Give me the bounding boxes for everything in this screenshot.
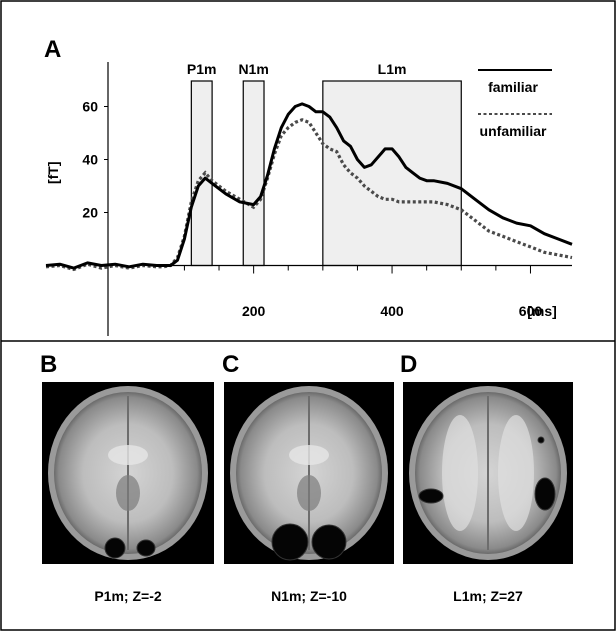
activation-blob [418, 488, 444, 504]
series-line-familiar [45, 102, 573, 270]
window-label-p1m: P1m [187, 61, 217, 77]
panel-letter-b: B [40, 351, 57, 378]
panel-letter-d: D [400, 351, 417, 378]
y-tick-label: 20 [82, 205, 98, 221]
hemisphere-right [498, 415, 534, 531]
window-p1m [190, 80, 213, 267]
window-label-l1m: L1m [378, 61, 407, 77]
x-axis-label: [ms] [527, 303, 557, 319]
y-axis-label: [fT] [45, 161, 61, 184]
panel-letter-a: A [44, 36, 61, 63]
caption-d: L1m; Z=27 [453, 588, 523, 604]
activation-blob [271, 523, 309, 561]
activation-blob [537, 436, 545, 444]
x-tick-label: 600 [519, 303, 543, 319]
brainstem [116, 475, 140, 511]
y-tick-label: 60 [82, 99, 98, 115]
x-tick-label: 200 [242, 303, 266, 319]
activation-blob [136, 539, 156, 557]
window-l1m [322, 80, 462, 267]
panel-letter-c: C [222, 351, 239, 378]
window-n1m [242, 80, 265, 267]
x-tick-label: 400 [380, 303, 404, 319]
caption-c: N1m; Z=-10 [271, 588, 347, 604]
ventricle [289, 445, 329, 465]
window-label-n1m: N1m [238, 61, 268, 77]
hemisphere-left [442, 415, 478, 531]
caption-b: P1m; Z=-2 [94, 588, 162, 604]
brainstem [297, 475, 321, 511]
legend-label-unfamiliar: unfamiliar [480, 123, 547, 139]
activation-blob [104, 537, 126, 559]
ventricle [108, 445, 148, 465]
activation-blob [311, 524, 347, 560]
y-tick-label: 40 [82, 152, 98, 168]
brain-panels: B P1m; Z=-2 C N1m; Z=-10 D L1m; Z=27 [40, 351, 573, 604]
activation-blob [534, 477, 556, 511]
erp-line-chart: P1m N1m L1m 20 40 60 [fT] 200 400 600[ms] familiar… [45, 61, 573, 336]
legend-label-familiar: familiar [488, 79, 538, 95]
